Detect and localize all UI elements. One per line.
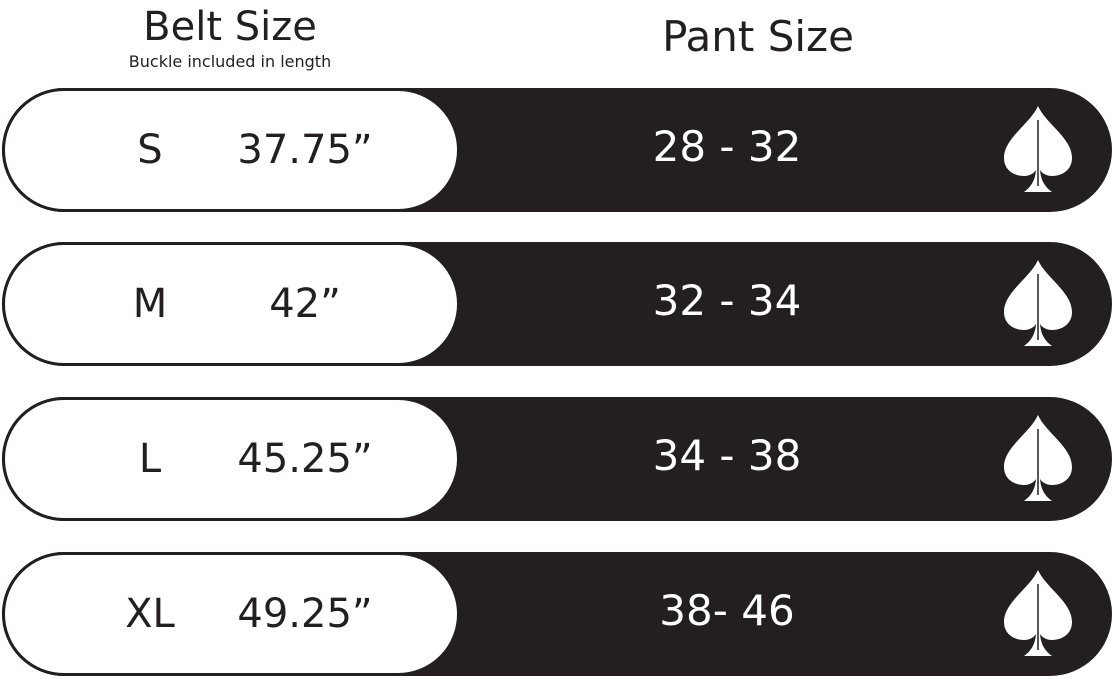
- pant-size-range: 32 - 34: [652, 276, 802, 325]
- belt-size-pill: XL 49.25”: [2, 552, 460, 676]
- size-letter: XL: [125, 591, 175, 637]
- belt-length: 49.25”: [237, 591, 373, 637]
- belt-size-pill: M 42”: [2, 242, 460, 366]
- belt-size-heading: Belt Size: [143, 4, 317, 50]
- size-letter: L: [138, 436, 162, 482]
- pant-size-range: 28 - 32: [652, 122, 802, 171]
- belt-length: 45.25”: [237, 436, 373, 482]
- spade-golf-flag-icon: [1004, 415, 1072, 501]
- belt-size-pill: L 45.25”: [2, 397, 460, 521]
- spade-golf-flag-icon: [1004, 260, 1072, 346]
- pant-size-range: 38- 46: [659, 586, 795, 635]
- pant-size-range: 34 - 38: [652, 431, 802, 480]
- size-row: S 37.75” 28 - 32: [2, 88, 1112, 212]
- spade-golf-flag-icon: [1004, 570, 1072, 656]
- spade-golf-flag-icon: [1004, 106, 1072, 192]
- pant-size-heading: Pant Size: [662, 12, 854, 61]
- belt-size-pill: S 37.75”: [2, 88, 460, 212]
- size-row: M 42” 32 - 34: [2, 242, 1112, 366]
- size-letter: S: [137, 127, 163, 173]
- size-row: XL 49.25” 38- 46: [2, 552, 1112, 676]
- belt-length: 42”: [269, 281, 341, 327]
- belt-size-subtitle: Buckle included in length: [128, 52, 332, 71]
- size-letter: M: [132, 281, 168, 327]
- belt-length: 37.75”: [237, 127, 373, 173]
- size-row: L 45.25” 34 - 38: [2, 397, 1112, 521]
